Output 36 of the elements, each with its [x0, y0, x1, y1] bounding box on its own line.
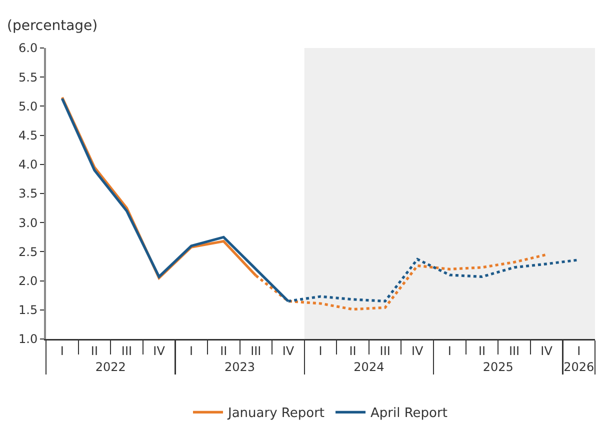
- text: 2025: [482, 360, 514, 374]
- x-tick-label: I: [190, 344, 194, 358]
- y-axis-title: (percentage): [7, 18, 98, 34]
- x-tick-label: III: [250, 344, 262, 358]
- x-tick-label: II: [90, 344, 98, 358]
- y-tick-label: 2.0: [18, 274, 38, 288]
- x-tick-label: III: [121, 344, 132, 358]
- y-tick-label: 2.5: [18, 244, 38, 259]
- legend-label: January Report: [227, 406, 325, 422]
- y-tick-label: 4.5: [18, 128, 38, 142]
- text: 2024: [354, 360, 384, 374]
- x-tick-label: III: [508, 344, 520, 358]
- y-tick-label: 4.0: [18, 158, 38, 172]
- legend-label: April Report: [370, 406, 448, 422]
- x-tick-label: IV: [412, 344, 424, 358]
- x-tick-label: III: [380, 344, 390, 358]
- y-tick-label: 1.5: [18, 303, 38, 318]
- y-tick-label: 3.5: [18, 186, 38, 201]
- x-tick-label: I: [60, 344, 64, 358]
- y-tick-label: 5.5: [18, 70, 38, 84]
- text: 2022: [95, 360, 126, 374]
- text: 2023: [224, 360, 256, 374]
- x-tick-label: II: [478, 344, 486, 358]
- x-tick-label: II: [349, 344, 356, 358]
- text: 2026: [564, 360, 594, 374]
- x-tick-label: IV: [282, 344, 295, 358]
- x-tick-label: IV: [540, 344, 554, 358]
- y-tick-label: 3.0: [18, 216, 38, 230]
- x-tick-label: II: [220, 344, 228, 358]
- x-tick-label: I: [448, 344, 452, 358]
- x-tick-label: I: [577, 344, 581, 358]
- y-tick-label: 6.0: [18, 41, 38, 56]
- y-tick-label: 1.0: [18, 332, 38, 346]
- y-tick-label: 5.0: [18, 99, 38, 114]
- x-tick-label: I: [318, 344, 322, 358]
- x-tick-label: IV: [153, 344, 166, 358]
